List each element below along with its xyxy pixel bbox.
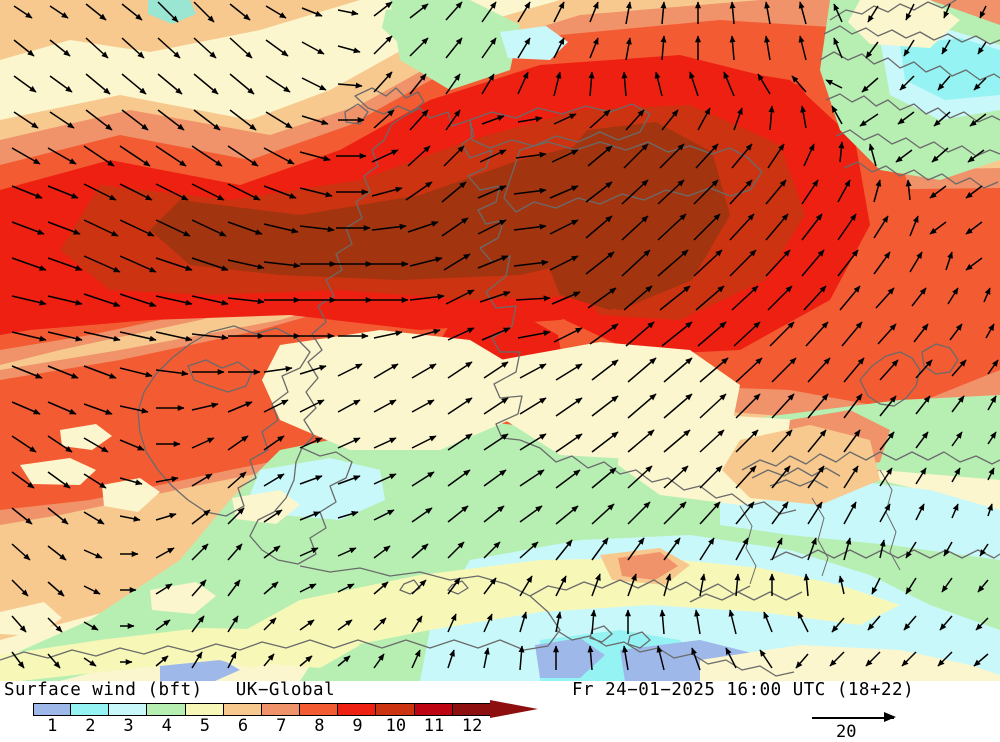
colorbar-segment-12[interactable] xyxy=(452,703,491,716)
colorbar-segment-11[interactable] xyxy=(414,703,453,716)
colorbar-tick-3: 3 xyxy=(123,716,134,736)
colorbar-segment-1[interactable] xyxy=(33,703,72,716)
colorbar-tick-9: 9 xyxy=(352,716,363,736)
colorbar-segment-9[interactable] xyxy=(338,703,377,716)
colorbar-segment-6[interactable] xyxy=(223,703,262,716)
wind-arrow-scale-legend: 20 xyxy=(812,709,912,742)
weather-map[interactable] xyxy=(0,0,1000,681)
colorbar-segment-3[interactable] xyxy=(109,703,148,716)
colorbar-tick-7: 7 xyxy=(276,716,287,736)
colorbar-tick-1: 1 xyxy=(47,716,58,736)
colorbar-segment-5[interactable] xyxy=(185,703,224,716)
colorbar-tick-6: 6 xyxy=(237,716,249,736)
wind-field-fill xyxy=(0,0,1000,681)
colorbar-tick-12: 12 xyxy=(461,716,483,736)
scale-arrow-shaft xyxy=(812,717,894,719)
parameter-title: Surface wind (bft) UK−Global xyxy=(4,680,336,700)
colorbar-segment-8[interactable] xyxy=(300,703,339,716)
map-canvas xyxy=(0,0,1000,681)
valid-datetime: Fr 24−01−2025 16:00 UTC (18+22) xyxy=(572,680,915,700)
colorbar-tick-5: 5 xyxy=(199,716,210,736)
scale-arrow-head xyxy=(884,712,896,722)
colorbar-tick-4: 4 xyxy=(161,716,172,736)
colorbar-tick-11: 11 xyxy=(423,716,445,736)
colorbar-segment-4[interactable] xyxy=(147,703,186,716)
colorbar-tick-2: 2 xyxy=(85,716,96,736)
colorbar-tick-8: 8 xyxy=(314,716,325,736)
map-footer: Surface wind (bft) UK−Global Fr 24−01−20… xyxy=(0,680,1000,742)
scale-arrow-label: 20 xyxy=(836,722,857,742)
colorbar-overflow-arrow xyxy=(490,700,538,718)
colorbar-tick-10: 10 xyxy=(385,716,407,736)
colorbar[interactable] xyxy=(33,703,491,716)
colorbar-segment-7[interactable] xyxy=(261,703,301,716)
colorbar-segment-2[interactable] xyxy=(71,703,110,716)
colorbar-segment-10[interactable] xyxy=(376,703,415,716)
colorbar-tick-labels: 1 2 3 4 5 6 7 8 9 10 11 12 xyxy=(0,716,560,736)
coastlines xyxy=(0,0,1000,677)
wind-arrow-field xyxy=(11,1,999,671)
